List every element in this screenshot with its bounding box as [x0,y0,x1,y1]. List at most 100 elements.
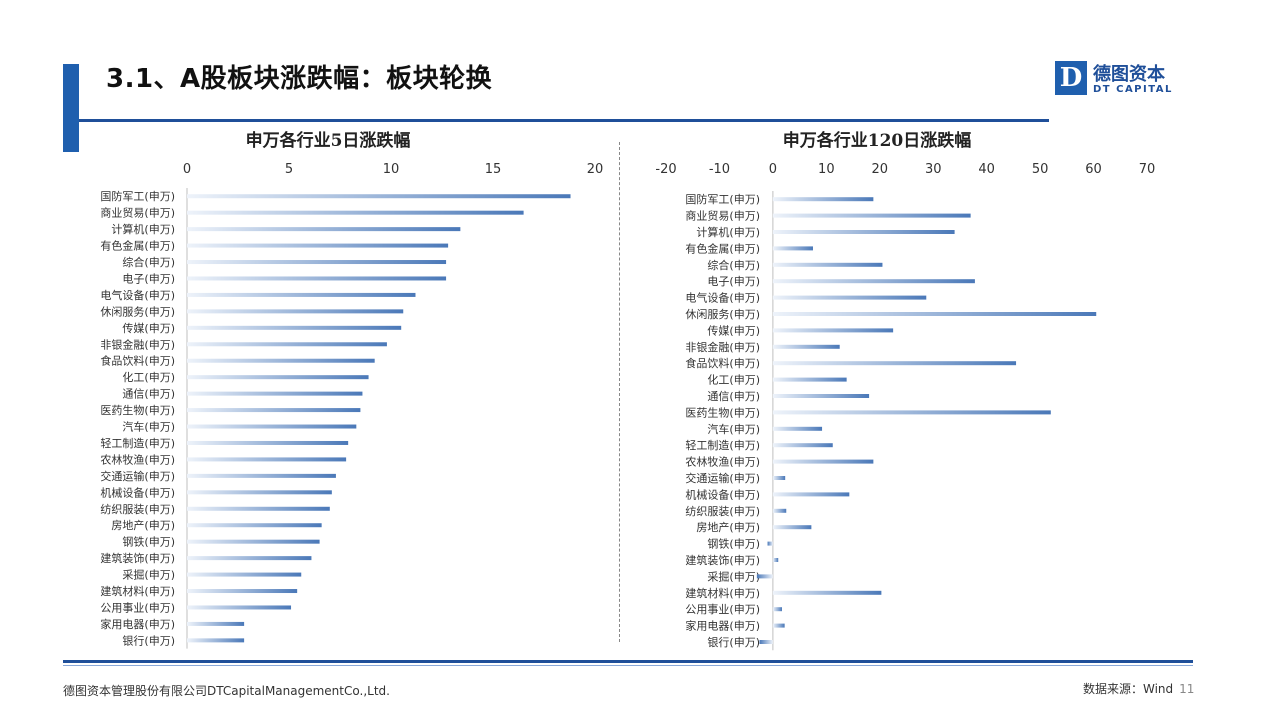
bar [772,590,882,595]
category-label: 交通运输(申万) [100,469,175,483]
bar [772,361,1017,366]
category-label: 轻工制造(申万) [100,436,175,450]
bar [772,312,1097,316]
category-label: 综合(申万) [707,258,760,272]
bar [187,342,387,347]
tick-label: 40 [978,162,995,177]
footer-rule-thin [63,665,1193,666]
bar [187,621,245,626]
bar [772,623,785,628]
category-label: 传媒(申万) [122,322,175,335]
category-label: 农林牧渔(申万) [100,452,175,466]
bar [772,394,870,398]
page-title: 3.1、A股板块涨跌幅：板块轮换 [106,64,493,94]
tick-label: 20 [587,162,604,177]
title-accent-bar [63,64,79,152]
company-name: 德图资本管理股份有限公司DTCapitalManagementCo.,Ltd. [63,684,390,698]
data-source: 数据来源：Wind [1083,682,1174,696]
category-label: 建筑装饰(申万) [685,553,760,567]
category-label: 建筑材料(申万) [100,584,175,598]
category-label: 建筑装饰(申万) [100,551,175,565]
bar [772,213,971,218]
bar [187,292,416,297]
category-label: 钢铁(申万) [122,536,175,549]
category-label: 钢铁(申万) [707,538,760,551]
bar [187,605,292,610]
bar [187,210,524,215]
tick-label: 30 [925,162,942,177]
bar [772,410,1051,415]
bar [772,459,874,464]
bar [767,541,773,546]
category-label: 计算机(申万) [696,225,760,239]
category-label: 休闲服务(申万) [100,304,175,318]
bar [187,375,369,380]
bar [187,243,449,248]
bar [772,328,894,333]
tick-label: 50 [1032,162,1049,177]
bar [187,194,571,199]
category-label: 采掘(申万) [707,569,760,583]
bar [187,523,322,528]
chart-title: 申万各行业5日涨跌幅 [246,130,411,151]
category-label: 银行(申万) [122,633,175,647]
bar [187,589,298,594]
bar [187,440,349,445]
bar [187,309,404,314]
tick-label: 5 [285,162,293,177]
category-label: 综合(申万) [122,255,175,269]
bar [772,558,779,562]
category-label: 家用电器(申万) [685,619,760,633]
bar [772,344,840,349]
category-label: 公用事业(申万) [100,601,175,614]
chart-title: 申万各行业120日涨跌幅 [783,130,972,151]
title-rule [79,119,1049,122]
bar [772,246,813,251]
bar [187,572,302,577]
bar [187,408,361,413]
logo-mark-icon: D [1055,61,1087,95]
tick-label: 0 [769,162,777,177]
bar [772,197,874,202]
bar [759,640,773,644]
tick-label: 20 [872,162,889,177]
bar [772,492,850,497]
category-label: 国防军工(申万) [100,189,175,203]
bar [187,325,402,330]
category-label: 化工(申万) [122,370,175,384]
category-label: 交通运输(申万) [685,471,760,485]
category-label: 机械设备(申万) [685,487,760,501]
category-label: 非银金融(申万) [685,340,760,354]
bar [772,262,883,267]
category-label: 银行(申万) [707,635,760,649]
company-logo: D 德图资本 DT CAPITAL [1055,61,1195,97]
category-label: 非银金融(申万) [100,337,175,351]
category-label: 食品饮料(申万) [100,354,175,368]
bar [187,556,312,561]
category-label: 采掘(申万) [122,568,175,582]
category-label: 国防军工(申万) [685,192,760,206]
page-number: 11 [1179,682,1195,696]
chart-120day: 申万各行业120日涨跌幅 -20 -10 0 10 20 30 40 50 60 70 国防军工(申万… [655,130,1155,651]
category-label: 纺织服装(申万) [100,502,175,516]
category-label: 商业贸易(申万) [685,209,760,223]
category-label: 汽车(申万) [122,420,175,434]
category-label: 纺织服装(申万) [685,504,760,518]
bar [772,443,833,448]
bar [187,358,375,363]
tick-label: 60 [1085,162,1102,177]
category-label: 电子(申万) [707,275,760,288]
category-label: 有色金属(申万) [685,241,760,255]
bar [772,295,927,300]
category-label: 机械设备(申万) [100,485,175,499]
chart-5day: 申万各行业5日涨跌幅 0 5 10 15 20 国防军工(申万) 商业贸易(申万) 计算机(申万… [100,130,604,649]
bar [187,638,245,643]
tick-label: -10 [709,162,730,177]
bar [756,574,773,579]
category-label: 电气设备(申万) [685,291,760,305]
category-label: 计算机(申万) [111,222,175,236]
tick-label: 0 [183,162,191,177]
category-label: 有色金属(申万) [100,239,175,253]
category-label: 家用电器(申万) [100,617,175,631]
bar [187,473,336,478]
